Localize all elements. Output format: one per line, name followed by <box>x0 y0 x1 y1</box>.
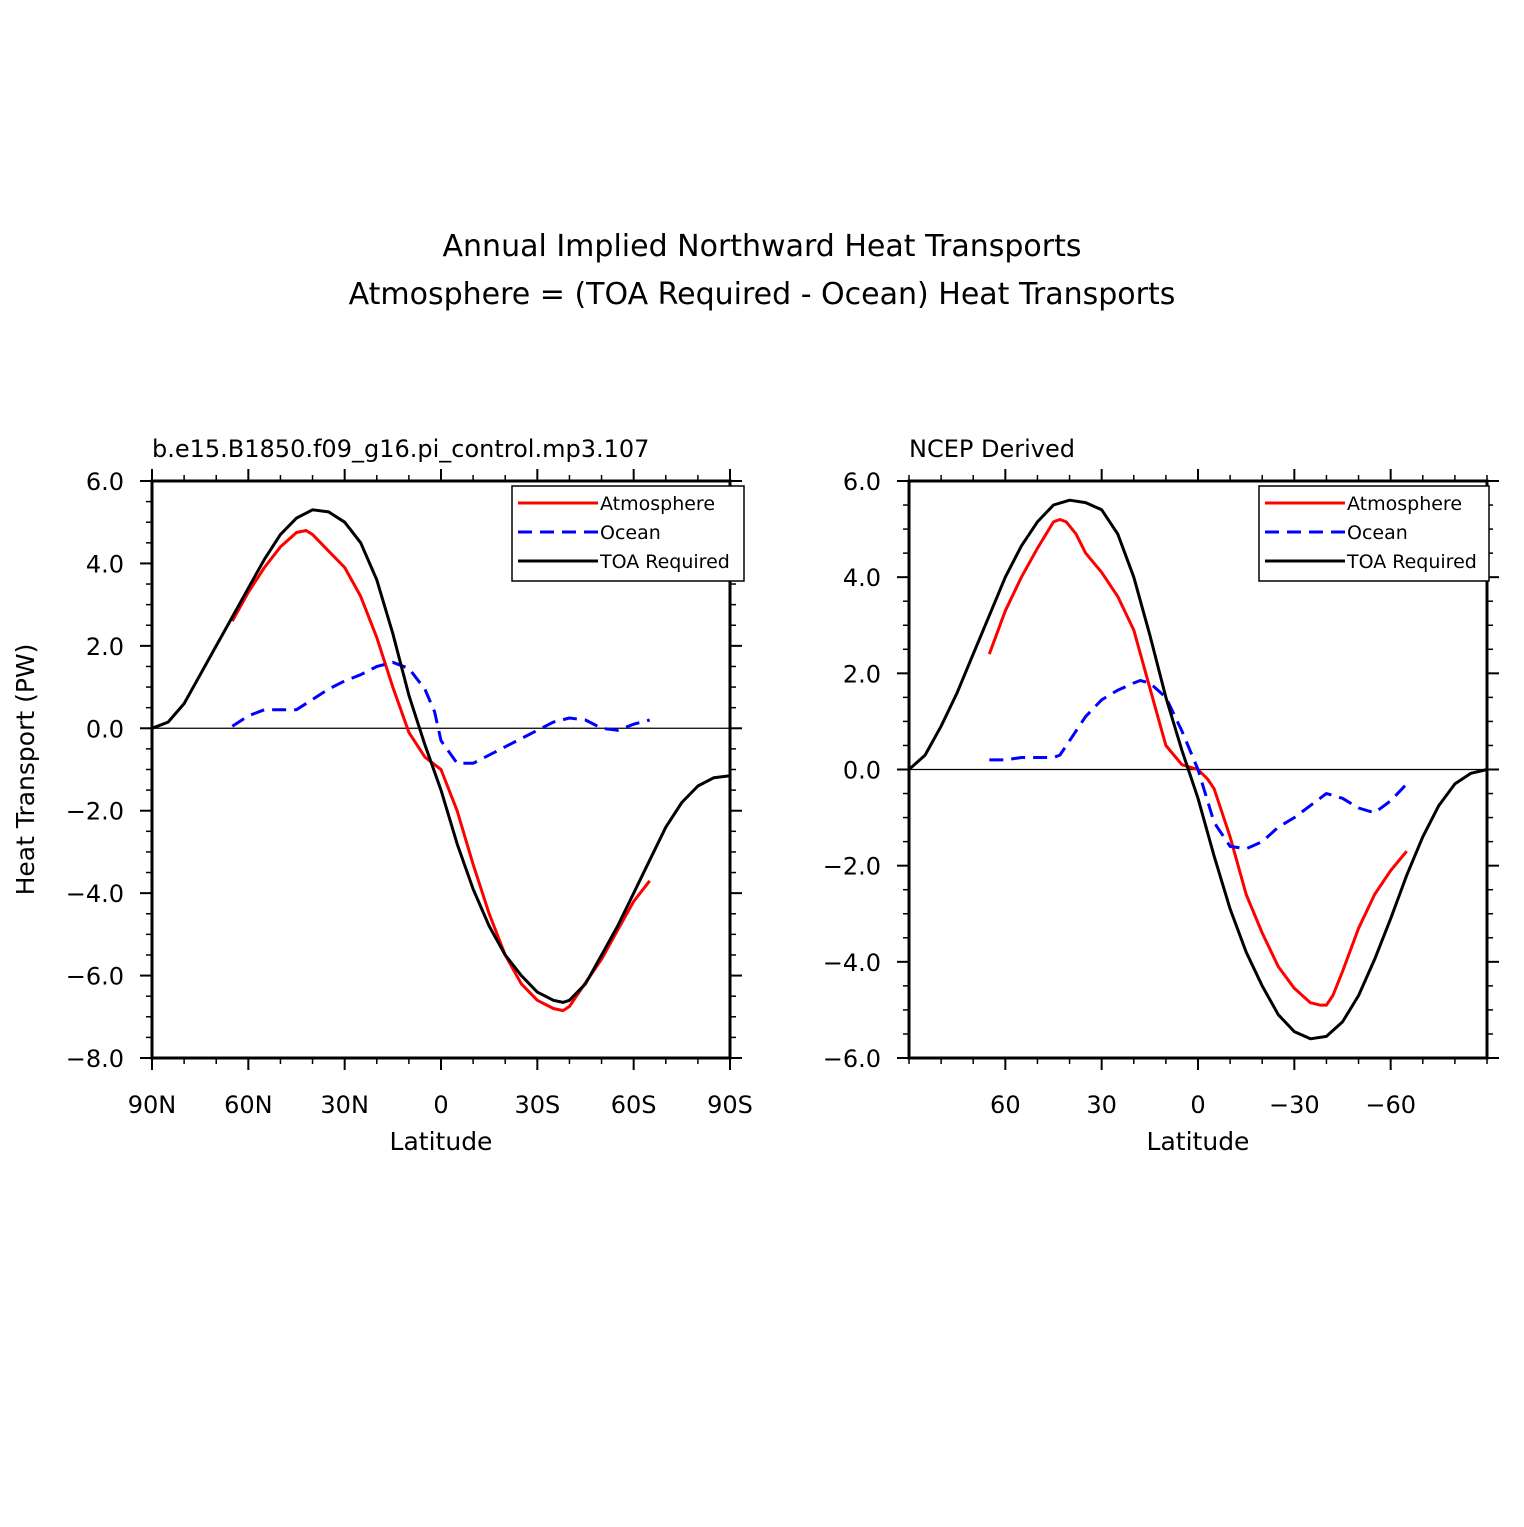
y-tick-label: 0.0 <box>843 757 881 785</box>
series-line-ocean <box>989 679 1408 851</box>
series-line-atmosphere <box>230 529 651 1013</box>
y-tick-label: −4.0 <box>823 949 881 977</box>
legend-label-toa: TOA Required <box>599 551 730 573</box>
y-axis: 6.0 4.0 2.0 0.0 −2.0 −4.0 −6.0 −8.0 <box>66 468 742 1073</box>
y-tick-label: −2.0 <box>823 853 881 881</box>
x-tick-label: −30 <box>1269 1091 1320 1119</box>
legend-label-ocean: Ocean <box>600 522 661 544</box>
figure-title-line2: Atmosphere = (TOA Required - Ocean) Heat… <box>349 277 1176 312</box>
x-tick-label: 60N <box>224 1091 273 1119</box>
y-tick-label: −6.0 <box>66 963 124 991</box>
figure-title-line1: Annual Implied Northward Heat Transports <box>443 229 1082 264</box>
legend-label-toa: TOA Required <box>1346 551 1477 573</box>
legend: Atmosphere Ocean TOA Required <box>511 485 745 582</box>
legend: Atmosphere Ocean TOA Required <box>1258 485 1490 582</box>
y-tick-label: 4.0 <box>843 564 881 592</box>
x-tick-label: 30 <box>1086 1091 1117 1119</box>
x-tick-label: 0 <box>433 1091 448 1119</box>
x-tick-label: 60S <box>611 1091 657 1119</box>
x-axis-label: Latitude <box>390 1127 493 1156</box>
y-tick-label: 2.0 <box>86 633 124 661</box>
plot-frame <box>907 479 1489 1060</box>
y-tick-label: −6.0 <box>823 1045 881 1073</box>
panel-subtitle: NCEP Derived <box>909 435 1075 463</box>
x-axis-label: Latitude <box>1147 1127 1250 1156</box>
x-tick-label: 90N <box>128 1091 177 1119</box>
y-tick-label: −2.0 <box>66 798 124 826</box>
y-axis-label: Heat Transport (PW) <box>11 644 40 896</box>
y-tick-label: 6.0 <box>86 468 124 496</box>
y-axis: 6.0 4.0 2.0 0.0 −2.0 −4.0 −6.0 <box>823 468 1499 1073</box>
x-tick-label: 60 <box>990 1091 1021 1119</box>
panel-model: b.e15.B1850.f09_g16.pi_control.mp3.107 6.… <box>11 435 753 1156</box>
y-tick-label: 4.0 <box>86 550 124 578</box>
series-line-atmosphere <box>987 518 1408 1007</box>
y-tick-label: 0.0 <box>86 715 124 743</box>
legend-label-ocean: Ocean <box>1347 522 1408 544</box>
series-line-toa <box>908 498 1488 1041</box>
x-tick-label: 30N <box>320 1091 369 1119</box>
legend-label-atmosphere: Atmosphere <box>1347 493 1462 515</box>
series-line-ocean <box>231 660 651 765</box>
plot-frame <box>150 479 732 1060</box>
panel-ncep: NCEP Derived 6.0 4.0 2.0 0.0 −2.0 −4.0 −6.0 60 30… <box>823 435 1499 1156</box>
y-tick-label: 2.0 <box>843 660 881 688</box>
panel-subtitle: b.e15.B1850.f09_g16.pi_control.mp3.107 <box>152 435 649 463</box>
x-tick-label: −60 <box>1365 1091 1416 1119</box>
y-tick-label: −8.0 <box>66 1045 124 1073</box>
x-tick-label: 0 <box>1190 1091 1205 1119</box>
y-tick-label: 6.0 <box>843 468 881 496</box>
x-axis: 60 30 0 −30 −60 <box>908 469 1488 1119</box>
x-tick-label: 90S <box>707 1091 753 1119</box>
legend-label-atmosphere: Atmosphere <box>600 493 715 515</box>
x-axis: 90N 60N 30N 0 30S 60S 90S <box>128 469 753 1119</box>
y-tick-label: −4.0 <box>66 880 124 908</box>
x-tick-label: 30S <box>514 1091 560 1119</box>
series-line-toa <box>151 508 731 1004</box>
